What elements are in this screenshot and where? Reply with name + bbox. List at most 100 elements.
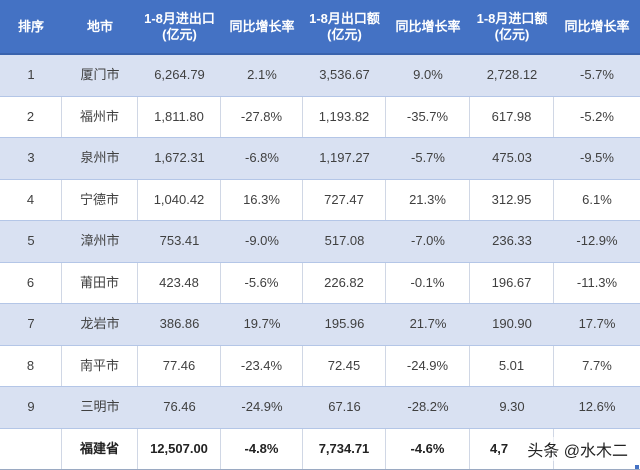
cell-rank: 5: [27, 233, 35, 249]
cell-export-yoy: -24.9%: [386, 345, 470, 386]
cell-total-trade: 753.41: [159, 233, 200, 249]
cell-rank: 9: [27, 399, 35, 415]
cell-export-yoy: -35.7%: [386, 96, 470, 137]
cell-export: 517.08: [324, 233, 365, 249]
cell-city: 南平市: [62, 345, 138, 386]
cell-total-trade: 6,264.79: [154, 67, 205, 83]
cell-import-yoy: -12.9%: [576, 233, 618, 249]
cell-rank: 4: [0, 179, 62, 220]
total-trade: 12,507.00: [138, 428, 221, 469]
cell-export-yoy: -7.0%: [411, 233, 445, 249]
cell-export: 727.47: [303, 179, 386, 220]
cell-export-yoy: -5.7%: [411, 150, 445, 166]
header-import: 1-8月进口额 (亿元): [470, 0, 554, 53]
header-total-trade-line2: (亿元): [162, 26, 197, 42]
cell-export-yoy: -0.1%: [386, 262, 470, 303]
cell-city: 泉州市: [80, 150, 120, 166]
cell-export: 1,197.27: [319, 150, 370, 166]
cell-import: 475.03: [492, 150, 532, 166]
table-row: 9 三明市 76.46 -24.9% 67.16 -28.2% 9.30 12.6%: [0, 387, 640, 429]
cell-rank: 3: [27, 150, 35, 166]
total-export-yoy: -4.6%: [386, 428, 470, 469]
header-import-line2: (亿元): [494, 26, 530, 42]
cell-total-trade: 1,040.42: [138, 179, 221, 220]
cell-rank: 6: [0, 262, 62, 303]
header-total-yoy: 同比增长率: [229, 18, 295, 34]
cell-total-trade: 76.46: [163, 399, 196, 415]
header-import-yoy: 同比增长率: [564, 18, 630, 34]
cell-export: 67.16: [328, 399, 361, 415]
cell-rank: 8: [0, 345, 62, 386]
cell-total-trade-yoy: 2.1%: [247, 67, 277, 83]
cell-city: 三明市: [80, 399, 120, 415]
cell-export: 1,193.82: [303, 96, 386, 137]
cell-total-trade-yoy: -23.4%: [221, 345, 303, 386]
cell-import-yoy: 7.7%: [582, 357, 612, 373]
header-import-line1: 1-8月进口额: [476, 10, 548, 26]
cell-import: 312.95: [470, 179, 554, 220]
cell-total-trade: 1,672.31: [154, 150, 205, 166]
cell-city: 厦门市: [80, 67, 120, 83]
header-total-trade: 1-8月进出口 (亿元): [138, 0, 221, 53]
cell-import-yoy: -9.5%: [580, 150, 614, 166]
cell-rank: 2: [0, 96, 62, 137]
cell-import-yoy: 12.6%: [578, 399, 616, 415]
table-body: 1 厦门市 6,264.79 2.1% 3,536.67 9.0% 2,728.12 -5.7…: [0, 55, 640, 429]
cell-export-yoy: 9.0%: [413, 67, 443, 83]
cell-total-trade-yoy: 19.7%: [243, 316, 281, 332]
cell-import: 236.33: [492, 233, 532, 249]
cell-total-trade-yoy: -24.9%: [241, 399, 283, 415]
header-total-trade-line1: 1-8月进出口: [144, 10, 215, 26]
header-rank: 排序: [17, 18, 44, 34]
header-export: 1-8月出口额 (亿元): [303, 0, 386, 53]
table-row: 1 厦门市 6,264.79 2.1% 3,536.67 9.0% 2,728.12 -5.7…: [0, 55, 640, 97]
cell-import-yoy: 6.1%: [582, 191, 612, 207]
cell-total-trade: 386.86: [159, 316, 200, 332]
header-export-line2: (亿元): [327, 26, 362, 42]
cell-export-yoy: 21.7%: [409, 316, 447, 332]
table-row: 2 福州市 1,811.80 -27.8% 1,193.82 -35.7% 617.98 -5…: [0, 96, 640, 138]
cell-total-trade-yoy: -9.0%: [245, 233, 279, 249]
cell-total-trade: 77.46: [138, 345, 221, 386]
cell-total-trade-yoy: -6.8%: [245, 150, 279, 166]
table-header: 排序 地市 1-8月进出口 (亿元) 同比增长率 1-8月出口额 (亿元) 同比…: [0, 0, 640, 55]
cell-rank: 7: [27, 316, 35, 332]
cell-import-yoy: -11.3%: [576, 274, 618, 290]
table-row: 6 莆田市 423.48 -5.6% 226.82 -0.1% 196.67 -11.3%: [0, 262, 640, 304]
total-city: 福建省: [62, 428, 138, 469]
watermark: 头条 @水木二: [525, 437, 630, 461]
cell-import-yoy: -5.7%: [580, 67, 614, 83]
cell-city: 莆田市: [62, 262, 138, 303]
cell-export: 226.82: [303, 262, 386, 303]
table-row: 3 泉州市 1,672.31 -6.8% 1,197.27 -5.7% 475.03 -9.5…: [0, 138, 640, 180]
cell-import: 190.90: [492, 316, 532, 332]
header-export-yoy: 同比增长率: [395, 18, 461, 34]
cell-import: 617.98: [470, 96, 554, 137]
cell-import: 2,728.12: [486, 67, 538, 83]
total-rank: [0, 428, 62, 469]
cell-city: 龙岩市: [80, 316, 120, 332]
cell-rank: 1: [27, 67, 35, 83]
cell-city: 福州市: [62, 96, 138, 137]
cell-total-trade: 423.48: [138, 262, 221, 303]
cell-city: 漳州市: [80, 233, 120, 249]
table-row: 5 漳州市 753.41 -9.0% 517.08 -7.0% 236.33 -12.9%: [0, 221, 640, 263]
table-row: 8 南平市 77.46 -23.4% 72.45 -24.9% 5.01 7.7%: [0, 345, 640, 387]
cell-export: 3,536.67: [319, 67, 370, 83]
cell-import: 196.67: [470, 262, 554, 303]
cell-import: 5.01: [470, 345, 554, 386]
header-export-line1: 1-8月出口额: [309, 10, 380, 26]
cell-export: 195.96: [324, 316, 365, 332]
cell-total-trade-yoy: -5.6%: [221, 262, 303, 303]
cell-export-yoy: 21.3%: [386, 179, 470, 220]
cell-total-trade: 1,811.80: [138, 96, 221, 137]
cell-export: 72.45: [303, 345, 386, 386]
table-row: 4 宁德市 1,040.42 16.3% 727.47 21.3% 312.95 6.1%: [0, 179, 640, 221]
cell-city: 宁德市: [62, 179, 138, 220]
cell-total-trade-yoy: -27.8%: [221, 96, 303, 137]
cell-import-yoy: 17.7%: [578, 316, 616, 332]
total-export: 7,734.71: [303, 428, 386, 469]
resize-handle: [635, 465, 639, 469]
total-trade-yoy: -4.8%: [221, 428, 303, 469]
